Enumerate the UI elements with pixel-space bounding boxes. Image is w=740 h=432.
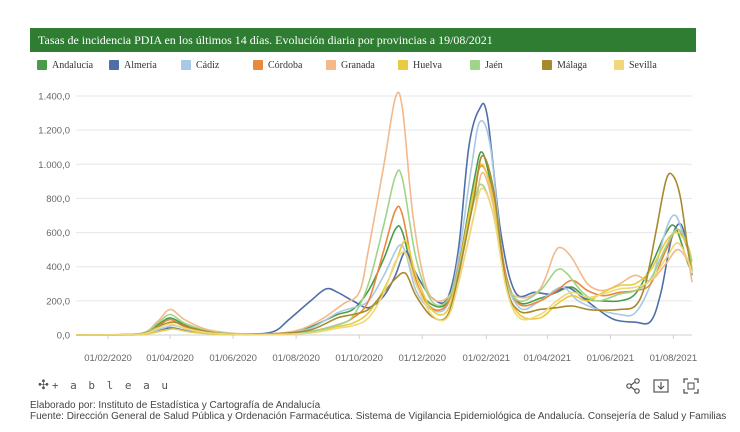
fullscreen-icon[interactable] [682, 377, 700, 395]
x-tick-label: 01/06/2021 [587, 353, 635, 364]
legend-item-granada[interactable]: Granada [326, 57, 375, 73]
tableau-cross-icon: ✣ [38, 378, 49, 393]
tableau-wordmark: + a b l e a u [51, 379, 171, 392]
legend-label: Sevilla [629, 59, 657, 71]
x-tick-label: 01/06/2020 [209, 353, 257, 364]
y-tick-label: 200,0 [46, 296, 70, 307]
x-tick-label: 01/12/2020 [398, 353, 446, 364]
legend-label: Almería [124, 59, 157, 71]
series-line-malaga [75, 155, 693, 336]
legend-swatch [614, 60, 624, 70]
x-tick-label: 01/02/2020 [84, 353, 132, 364]
legend-swatch [253, 60, 263, 70]
y-axis: 0,0 200,0 400,0 600,0 800,0 1.000,0 1.200,0 1.4… [38, 92, 70, 342]
series-line-andalucia [75, 151, 693, 336]
legend-label: Cádiz [196, 59, 220, 71]
legend-swatch [470, 60, 480, 70]
x-tick-label: 01/08/2020 [272, 353, 320, 364]
series-lines [75, 91, 693, 336]
legend-label: Córdoba [268, 59, 303, 71]
x-tick-label: 01/08/2021 [650, 353, 698, 364]
legend-item-malaga[interactable]: Málaga [542, 57, 587, 73]
legend-label: Málaga [557, 59, 587, 71]
x-tick-label: 01/04/2020 [146, 353, 194, 364]
x-axis: 01/02/2020 01/04/2020 01/06/2020 01/08/2020… [84, 335, 697, 364]
x-tick-label: 01/02/2021 [463, 353, 511, 364]
legend-swatch [398, 60, 408, 70]
legend-swatch [181, 60, 191, 70]
y-tick-label: 400,0 [46, 262, 70, 273]
legend-swatch [37, 60, 47, 70]
series-line-sevilla [75, 187, 693, 336]
y-tick-label: 800,0 [46, 194, 70, 205]
gridlines [76, 95, 692, 336]
download-icon[interactable] [652, 377, 670, 395]
series-line-granada [75, 91, 693, 336]
footer-source: Fuente: Dirección General de Salud Públi… [30, 411, 727, 422]
legend: Andalucía Almería Cádiz Córdoba Granada … [37, 57, 697, 73]
legend-item-cadiz[interactable]: Cádiz [181, 57, 219, 73]
footer-credit: Elaborado por: Instituto de Estadística … [30, 400, 321, 411]
y-tick-label: 1.000,0 [38, 160, 70, 171]
y-tick-label: 0,0 [57, 331, 70, 342]
legend-swatch [109, 60, 119, 70]
y-tick-label: 1.400,0 [38, 92, 70, 103]
legend-label: Jaén [485, 59, 503, 71]
tableau-logo[interactable]: ✣ + a b l e a u [38, 378, 171, 393]
legend-swatch [326, 60, 336, 70]
legend-item-cordoba[interactable]: Córdoba [253, 57, 302, 73]
legend-label: Huelva [413, 59, 442, 71]
x-tick-label: 01/10/2020 [335, 353, 383, 364]
tableau-toolbar: ✣ + a b l e a u [30, 376, 702, 396]
y-tick-label: 600,0 [46, 228, 70, 239]
line-chart: 0,0 200,0 400,0 600,0 800,0 1.000,0 1.200,0 1.4… [38, 91, 697, 365]
legend-swatch [542, 60, 552, 70]
series-line-cadiz [75, 120, 693, 336]
legend-item-huelva[interactable]: Huelva [398, 57, 442, 73]
legend-item-almeria[interactable]: Almería [109, 57, 157, 73]
legend-label: Granada [341, 59, 375, 71]
legend-item-sevilla[interactable]: Sevilla [614, 57, 657, 73]
legend-item-jaen[interactable]: Jaén [470, 57, 503, 73]
x-tick-label: 01/04/2021 [524, 353, 572, 364]
legend-label: Andalucía [52, 59, 94, 71]
chart-title-banner: Tasas de incidencia PDIA en los últimos … [30, 28, 696, 52]
legend-item-andalucia[interactable]: Andalucía [37, 57, 93, 73]
y-tick-label: 1.200,0 [38, 126, 70, 137]
share-icon[interactable] [624, 377, 642, 395]
